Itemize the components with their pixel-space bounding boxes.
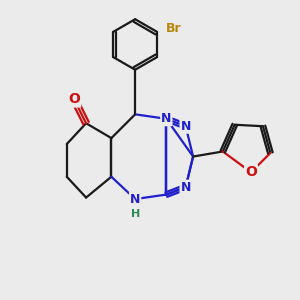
Text: O: O bbox=[68, 92, 80, 106]
Text: H: H bbox=[130, 209, 140, 219]
Text: O: O bbox=[245, 165, 257, 179]
Text: N: N bbox=[181, 181, 191, 194]
Text: N: N bbox=[181, 120, 191, 133]
Text: N: N bbox=[161, 112, 172, 125]
Text: Br: Br bbox=[166, 22, 181, 35]
Text: N: N bbox=[130, 193, 140, 206]
